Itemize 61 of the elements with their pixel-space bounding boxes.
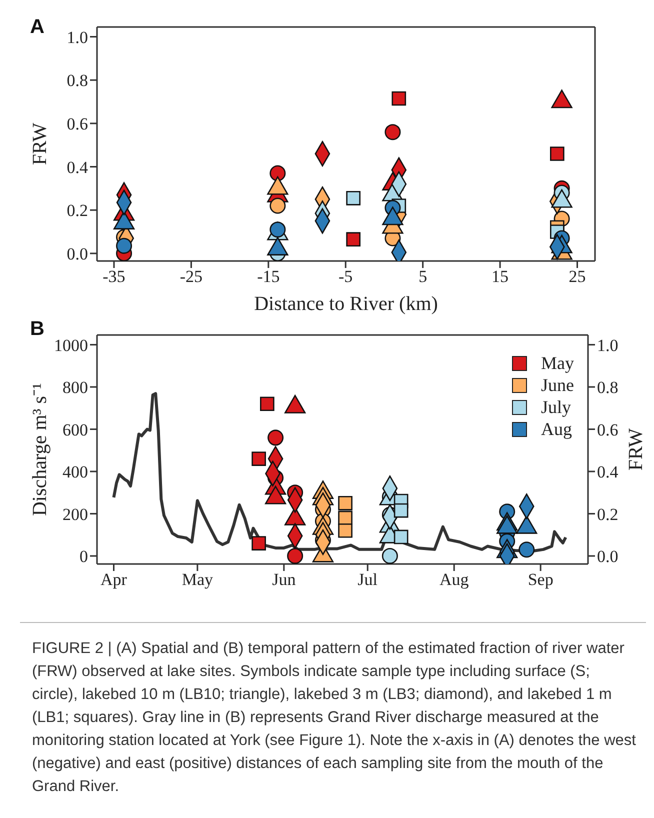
- y2-tick-label: 0.0: [597, 547, 618, 566]
- point: [346, 191, 361, 206]
- x-tick-label: Apr: [100, 570, 128, 590]
- point: [550, 146, 564, 161]
- point: [392, 91, 406, 106]
- point: [394, 503, 408, 518]
- point: [338, 496, 352, 510]
- y-tick-label: 0.2: [66, 201, 88, 220]
- point: [270, 165, 286, 182]
- x-axis-title: Distance to River (km): [254, 293, 438, 315]
- legend-label: July: [541, 396, 572, 418]
- y-tick-label: 0.4: [66, 158, 88, 177]
- y-tick-label: 400: [62, 462, 88, 482]
- x-tick-label: -35: [102, 267, 126, 286]
- x-tick-label: -5: [338, 267, 353, 286]
- y-tick-label: 0.8: [66, 71, 88, 90]
- y-tick-label: 600: [62, 420, 88, 440]
- point: [382, 548, 398, 564]
- x-tick-label: -25: [180, 267, 203, 286]
- point: [270, 198, 286, 214]
- point: [268, 430, 284, 446]
- y-tick-label: 200: [62, 504, 88, 524]
- point: [260, 396, 274, 412]
- legend-label: May: [541, 352, 574, 374]
- y-axis-title: Discharge m³ s⁻¹: [29, 382, 51, 516]
- point: [394, 530, 408, 544]
- y-tick-label: 0.6: [66, 114, 88, 134]
- y-tick-label: 1000: [54, 336, 88, 355]
- point: [116, 238, 132, 254]
- x-tick-label: Jun: [272, 570, 296, 590]
- caption: FIGURE 2 | (A) Spatial and (B) temporal pattern of the estimated fraction of river water (FRW) observed at lake sites. Symbols indicate sample type including surface (S; circle), lakebed 10 m (LB10; triangle), lakebed 3 m (LB3; diamond), and lakebed 1 m (LB1; squares). Gray line in (B) represents Grand River discharge measured at the monitoring station located at York (see Figure 1). Note the x-axis in (A) denotes the west (negative) and east (positive) distances of each sampling site from the mouth of the Grand River.: [32, 639, 637, 797]
- point: [252, 452, 266, 466]
- y-tick-label: 0: [80, 547, 88, 566]
- x-tick-label: Aug: [439, 570, 470, 590]
- x-tick-label: -15: [257, 267, 280, 286]
- point: [518, 542, 535, 558]
- legend-label: June: [541, 374, 574, 396]
- x-tick-label: 15: [492, 267, 509, 286]
- point: [338, 523, 352, 538]
- x-tick-label: Sep: [528, 570, 554, 590]
- x-tick-label: 25: [568, 267, 586, 286]
- y-tick-label: 1.0: [66, 28, 88, 47]
- x-tick-label: 5: [418, 267, 428, 286]
- y-axis-title: FRW: [29, 122, 51, 166]
- chart-title: A: [30, 16, 44, 39]
- point: [384, 124, 401, 140]
- y2-axis-title: FRW: [625, 428, 647, 471]
- point: [287, 548, 304, 564]
- y2-tick-label: 0.2: [597, 504, 618, 524]
- x-tick-label: May: [182, 570, 214, 590]
- y-tick-label: 0.0: [66, 244, 88, 264]
- y2-tick-label: 1.0: [597, 336, 618, 355]
- y2-tick-label: 0.4: [597, 462, 619, 482]
- point: [252, 536, 266, 550]
- legend-label: Aug: [541, 418, 572, 440]
- y2-tick-label: 0.8: [597, 378, 618, 398]
- point: [346, 232, 361, 246]
- x-tick-label: Jul: [358, 570, 378, 590]
- chart-title: B: [30, 318, 44, 341]
- y2-tick-label: 0.6: [597, 420, 618, 440]
- y-tick-label: 800: [62, 378, 88, 398]
